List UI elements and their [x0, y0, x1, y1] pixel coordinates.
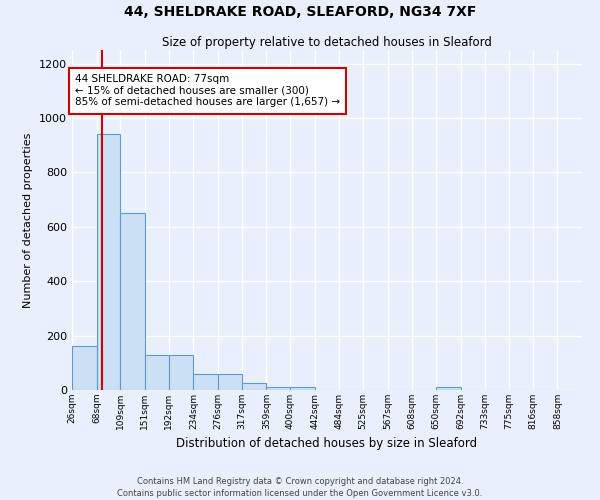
Title: Size of property relative to detached houses in Sleaford: Size of property relative to detached ho…	[162, 36, 492, 49]
Bar	[145, 354, 169, 390]
Bar	[290, 388, 315, 390]
Text: 44, SHELDRAKE ROAD, SLEAFORD, NG34 7XF: 44, SHELDRAKE ROAD, SLEAFORD, NG34 7XF	[124, 5, 476, 19]
Bar	[218, 374, 242, 390]
Bar	[242, 383, 266, 390]
Bar	[266, 388, 290, 390]
Text: Contains HM Land Registry data © Crown copyright and database right 2024.
Contai: Contains HM Land Registry data © Crown c…	[118, 476, 482, 498]
Y-axis label: Number of detached properties: Number of detached properties	[23, 132, 34, 308]
Text: 44 SHELDRAKE ROAD: 77sqm
← 15% of detached houses are smaller (300)
85% of semi-: 44 SHELDRAKE ROAD: 77sqm ← 15% of detach…	[75, 74, 340, 108]
Bar	[193, 374, 218, 390]
Bar	[169, 354, 193, 390]
Bar	[121, 213, 145, 390]
Bar	[97, 134, 121, 390]
Bar	[72, 346, 97, 390]
Bar	[436, 388, 461, 390]
X-axis label: Distribution of detached houses by size in Sleaford: Distribution of detached houses by size …	[176, 438, 478, 450]
